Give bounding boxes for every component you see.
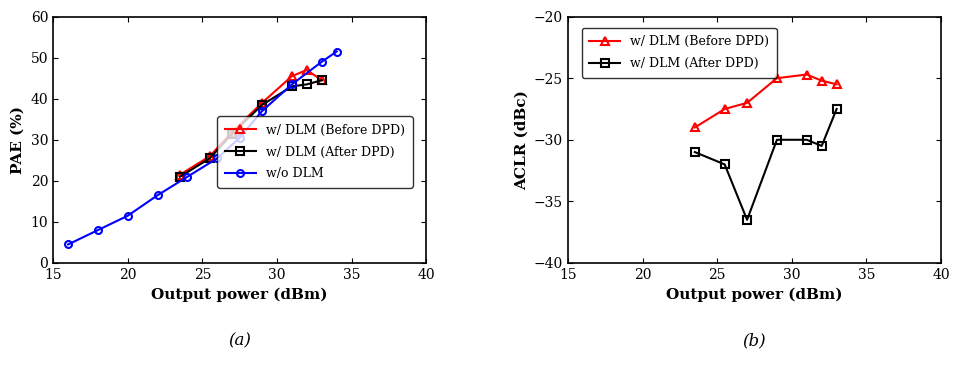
w/ DLM (Before DPD): [204, 154, 215, 158]
w/ DLM (Before DPD): [316, 78, 328, 83]
X-axis label: Output power (dBm): Output power (dBm): [666, 287, 843, 302]
w/ DLM (Before DPD): [227, 129, 238, 134]
X-axis label: Output power (dBm): Output power (dBm): [152, 287, 328, 302]
w/ DLM (After DPD): [316, 78, 328, 83]
Legend: w/ DLM (Before DPD), w/ DLM (After DPD): w/ DLM (Before DPD), w/ DLM (After DPD): [581, 28, 776, 77]
w/ DLM (Before DPD): [719, 107, 730, 111]
Y-axis label: ACLR (dBc): ACLR (dBc): [514, 90, 529, 190]
Legend: w/ DLM (Before DPD), w/ DLM (After DPD), w/o DLM: w/ DLM (Before DPD), w/ DLM (After DPD),…: [217, 116, 412, 188]
w/ DLM (After DPD): [204, 156, 215, 161]
w/ DLM (After DPD): [227, 131, 238, 136]
w/ DLM (Before DPD): [771, 76, 782, 81]
w/ DLM (Before DPD): [301, 68, 312, 72]
w/ DLM (After DPD): [771, 137, 782, 142]
w/ DLM (Before DPD): [257, 100, 268, 105]
Line: w/o DLM: w/o DLM: [64, 48, 340, 248]
w/o DLM: [257, 109, 268, 113]
w/ DLM (Before DPD): [831, 82, 843, 87]
w/o DLM: [316, 59, 328, 64]
Line: w/ DLM (Before DPD): w/ DLM (Before DPD): [176, 66, 326, 179]
w/ DLM (After DPD): [801, 137, 813, 142]
w/ DLM (After DPD): [301, 82, 312, 87]
w/o DLM: [92, 228, 104, 233]
w/ DLM (After DPD): [816, 143, 827, 148]
w/o DLM: [152, 193, 163, 197]
w/o DLM: [211, 156, 223, 161]
w/ DLM (After DPD): [831, 107, 843, 111]
w/o DLM: [331, 49, 342, 54]
w/ DLM (Before DPD): [174, 172, 185, 177]
w/ DLM (Before DPD): [801, 72, 813, 77]
w/ DLM (Before DPD): [741, 100, 752, 105]
Line: w/ DLM (Before DPD): w/ DLM (Before DPD): [691, 70, 841, 132]
w/o DLM: [122, 213, 134, 218]
w/ DLM (After DPD): [174, 174, 185, 179]
w/ DLM (Before DPD): [816, 78, 827, 83]
Line: w/ DLM (After DPD): w/ DLM (After DPD): [176, 76, 326, 181]
Text: (a): (a): [229, 332, 251, 349]
w/o DLM: [62, 242, 74, 247]
Y-axis label: PAE (%): PAE (%): [12, 106, 25, 174]
w/ DLM (After DPD): [719, 162, 730, 167]
w/o DLM: [234, 135, 245, 140]
Line: w/ DLM (After DPD): w/ DLM (After DPD): [691, 105, 841, 224]
w/ DLM (After DPD): [286, 84, 298, 89]
w/ DLM (Before DPD): [689, 125, 701, 130]
w/ DLM (After DPD): [689, 150, 701, 154]
w/o DLM: [286, 82, 298, 87]
w/ DLM (Before DPD): [286, 74, 298, 79]
w/o DLM: [182, 174, 193, 179]
w/ DLM (After DPD): [741, 217, 752, 222]
Text: (b): (b): [743, 332, 766, 349]
w/ DLM (After DPD): [257, 102, 268, 107]
